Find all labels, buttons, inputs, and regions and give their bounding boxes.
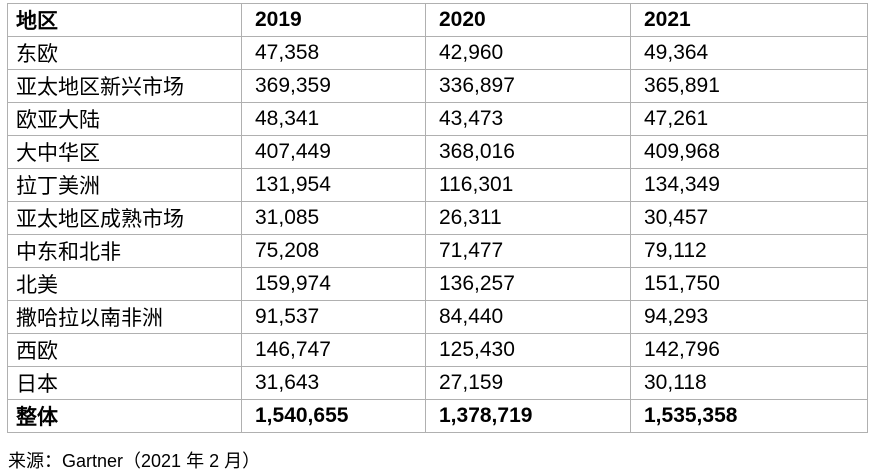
value-cell: 84,440 bbox=[425, 300, 631, 334]
table-row: 大中华区 407,449 368,016 409,968 bbox=[7, 135, 868, 169]
region-cell: 欧亚大陆 bbox=[7, 102, 242, 136]
value-cell: 146,747 bbox=[241, 333, 426, 367]
region-cell: 日本 bbox=[7, 366, 242, 400]
value-cell: 125,430 bbox=[425, 333, 631, 367]
region-cell: 撒哈拉以南非洲 bbox=[7, 300, 242, 334]
source-note: 来源：Gartner（2021 年 2 月） bbox=[8, 451, 261, 471]
value-cell: 31,643 bbox=[241, 366, 426, 400]
value-cell: 30,457 bbox=[630, 201, 868, 235]
value-cell: 131,954 bbox=[241, 168, 426, 202]
regional-data-table: 地区 2019 2020 2021 东欧 47,358 42,960 49,36… bbox=[7, 3, 868, 433]
region-cell: 拉丁美洲 bbox=[7, 168, 242, 202]
value-cell: 369,359 bbox=[241, 69, 426, 103]
region-cell: 大中华区 bbox=[7, 135, 242, 169]
value-cell: 75,208 bbox=[241, 234, 426, 268]
value-cell: 91,537 bbox=[241, 300, 426, 334]
total-row: 整体 1,540,655 1,378,719 1,535,358 bbox=[7, 399, 868, 433]
table-row: 日本 31,643 27,159 30,118 bbox=[7, 366, 868, 400]
header-row: 地区 2019 2020 2021 bbox=[7, 3, 868, 37]
region-cell: 西欧 bbox=[7, 333, 242, 367]
value-cell: 71,477 bbox=[425, 234, 631, 268]
table-row: 亚太地区新兴市场 369,359 336,897 365,891 bbox=[7, 69, 868, 103]
value-cell: 79,112 bbox=[630, 234, 868, 268]
value-cell: 47,261 bbox=[630, 102, 868, 136]
value-cell: 47,358 bbox=[241, 36, 426, 70]
column-header-region: 地区 bbox=[7, 3, 242, 37]
total-value-cell: 1,535,358 bbox=[630, 399, 868, 433]
table-row: 中东和北非 75,208 71,477 79,112 bbox=[7, 234, 868, 268]
value-cell: 151,750 bbox=[630, 267, 868, 301]
region-cell: 亚太地区新兴市场 bbox=[7, 69, 242, 103]
value-cell: 94,293 bbox=[630, 300, 868, 334]
region-cell: 东欧 bbox=[7, 36, 242, 70]
table-row: 亚太地区成熟市场 31,085 26,311 30,457 bbox=[7, 201, 868, 235]
table-row: 撒哈拉以南非洲 91,537 84,440 94,293 bbox=[7, 300, 868, 334]
region-cell: 中东和北非 bbox=[7, 234, 242, 268]
column-header-2020: 2020 bbox=[425, 3, 631, 37]
value-cell: 336,897 bbox=[425, 69, 631, 103]
table-row: 北美 159,974 136,257 151,750 bbox=[7, 267, 868, 301]
total-value-cell: 1,378,719 bbox=[425, 399, 631, 433]
value-cell: 26,311 bbox=[425, 201, 631, 235]
table-row: 拉丁美洲 131,954 116,301 134,349 bbox=[7, 168, 868, 202]
value-cell: 43,473 bbox=[425, 102, 631, 136]
value-cell: 136,257 bbox=[425, 267, 631, 301]
value-cell: 42,960 bbox=[425, 36, 631, 70]
value-cell: 407,449 bbox=[241, 135, 426, 169]
total-value-cell: 1,540,655 bbox=[241, 399, 426, 433]
value-cell: 159,974 bbox=[241, 267, 426, 301]
table-row: 西欧 146,747 125,430 142,796 bbox=[7, 333, 868, 367]
value-cell: 30,118 bbox=[630, 366, 868, 400]
column-header-2021: 2021 bbox=[630, 3, 868, 37]
value-cell: 409,968 bbox=[630, 135, 868, 169]
value-cell: 134,349 bbox=[630, 168, 868, 202]
value-cell: 48,341 bbox=[241, 102, 426, 136]
value-cell: 49,364 bbox=[630, 36, 868, 70]
value-cell: 142,796 bbox=[630, 333, 868, 367]
column-header-2019: 2019 bbox=[241, 3, 426, 37]
table-row: 东欧 47,358 42,960 49,364 bbox=[7, 36, 868, 70]
value-cell: 365,891 bbox=[630, 69, 868, 103]
value-cell: 368,016 bbox=[425, 135, 631, 169]
region-cell: 北美 bbox=[7, 267, 242, 301]
region-cell: 亚太地区成熟市场 bbox=[7, 201, 242, 235]
value-cell: 27,159 bbox=[425, 366, 631, 400]
value-cell: 116,301 bbox=[425, 168, 631, 202]
total-label-cell: 整体 bbox=[7, 399, 242, 433]
value-cell: 31,085 bbox=[241, 201, 426, 235]
table-row: 欧亚大陆 48,341 43,473 47,261 bbox=[7, 102, 868, 136]
